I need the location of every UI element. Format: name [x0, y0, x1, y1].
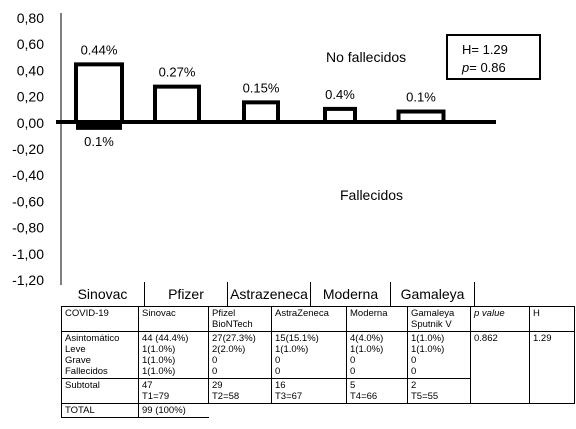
data-label-no-fallecidos: 0.44%: [81, 42, 118, 57]
subtotal-label: Subtotal: [61, 378, 139, 404]
subtotal-cell: 47 T1=79: [138, 378, 209, 404]
y-tick-label: -0,60: [12, 193, 44, 209]
header-cell: COVID-19: [61, 306, 139, 332]
y-tick-label: 0,60: [17, 36, 44, 52]
bar-chart: 0,80 0,60 0,40 0,20 0,00 -0,20 -0,40 -0,60 -0,80…: [12, 10, 496, 288]
data-label-no-fallecidos: 0.4%: [325, 87, 355, 102]
category-label-moderna: Moderna: [311, 282, 391, 306]
data-table: COVID-19 Sinovac Pfizel BioNTech AstraZe…: [61, 306, 575, 418]
table-header-row: COVID-19 Sinovac Pfizel BioNTech AstraZe…: [61, 306, 575, 332]
h-statistic: H= 1.29: [462, 42, 508, 57]
header-cell: Moderna: [346, 306, 408, 332]
data-label-no-fallecidos: 0.27%: [159, 65, 196, 80]
category-label-gamaleya: Gamaleya: [391, 282, 475, 306]
subtotal-cell: 29 T2=58: [208, 378, 272, 404]
table-row: Asintomático Leve Grave Fallecidos 44 (44.…: [61, 331, 575, 404]
header-cell: Sinovac: [138, 306, 209, 332]
header-cell: Pfizel BioNTech: [208, 306, 272, 332]
bar-no-fallecidos: [74, 62, 124, 124]
total-value: 99 (100%): [138, 403, 209, 418]
header-cell: p value: [470, 306, 530, 332]
subtotal-cell: 2 T5=55: [407, 378, 471, 404]
y-tick-label: 0,40: [17, 62, 44, 78]
header-cell: AstraZeneca: [271, 306, 347, 332]
subtotal-row: Subtotal 47 T1=79 29 T2=58 16 T3=67 5 T4=66 …: [61, 378, 575, 404]
stats-box: H= 1.29 p= 0.86: [446, 34, 541, 80]
y-tick-label: 0,80: [17, 10, 44, 26]
y-tick-label: -0,80: [12, 220, 44, 236]
total-row: TOTAL 99 (100%): [61, 403, 575, 418]
bar-no-fallecidos: [242, 100, 280, 124]
category-label-astrazeneca: Astrazeneca: [228, 282, 311, 306]
row-labels-cell: Asintomático Leve Grave Fallecidos: [61, 331, 139, 379]
y-tick-label: -0,20: [12, 141, 44, 157]
y-tick-label: 0,20: [17, 89, 44, 105]
bar-fallecidos: [76, 122, 122, 130]
values-cell-sinovac: 44 (44.4%) 1(1.0%) 1(1.0%) 1(1.0%): [138, 331, 209, 379]
y-tick-label: -0,40: [12, 167, 44, 183]
header-cell: H: [529, 306, 575, 332]
h-value-cell: 1.29: [529, 331, 575, 404]
p-value-cell: 0.862: [470, 331, 530, 404]
y-tick-label: 0,00: [17, 115, 44, 131]
data-label-no-fallecidos: 0.15%: [243, 80, 280, 95]
header-cell: Gamaleya Sputnik V: [407, 306, 471, 332]
total-label: TOTAL: [61, 403, 139, 418]
category-label-sinovac: Sinovac: [61, 282, 145, 306]
subtotal-cell: 16 T3=67: [271, 378, 347, 404]
data-label-fallecidos: 0.1%: [84, 134, 114, 149]
y-tick-label: -1,00: [12, 246, 44, 262]
p-statistic: p= 0.86: [462, 60, 506, 75]
subtotal-cell: 5 T4=66: [346, 378, 408, 404]
data-label-no-fallecidos: 0.1%: [406, 90, 436, 105]
bar-no-fallecidos: [153, 84, 201, 124]
y-tick-label: -1,20: [12, 272, 44, 288]
series-label-fallecidos: Fallecidos: [340, 187, 404, 203]
series-label-no-fallecidos: No fallecidos: [326, 49, 407, 65]
category-label-pfizer: Pfizer: [145, 282, 228, 306]
